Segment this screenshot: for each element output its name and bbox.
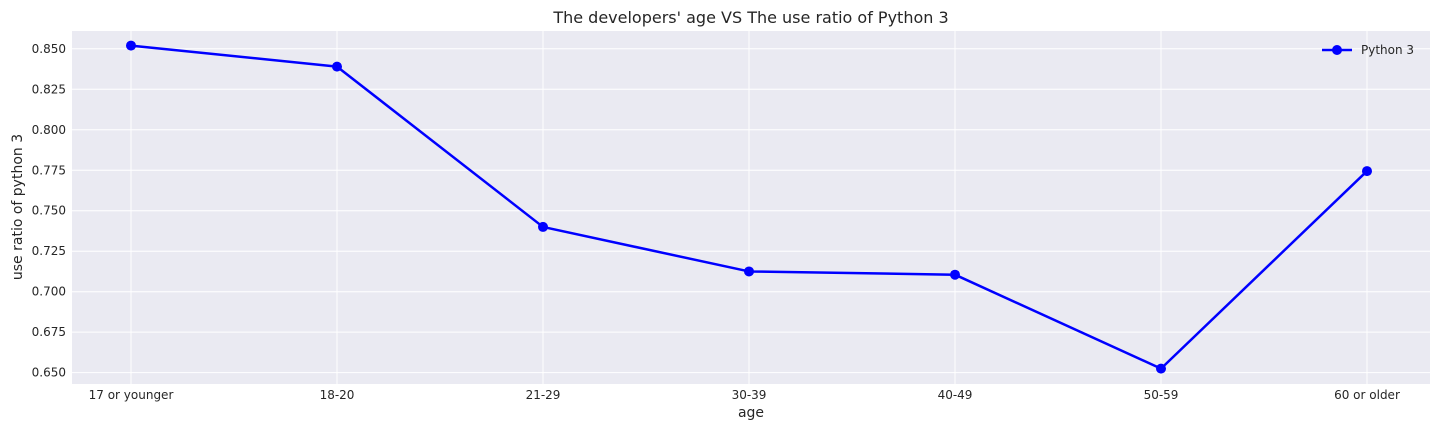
y-tick-label: 0.725 bbox=[32, 244, 66, 258]
y-axis-label: use ratio of python 3 bbox=[10, 134, 26, 280]
grid bbox=[72, 31, 1430, 384]
legend-label: Python 3 bbox=[1361, 43, 1414, 57]
data-point bbox=[332, 61, 342, 72]
x-axis-label: age bbox=[738, 405, 764, 421]
x-tick-label: 21-29 bbox=[526, 388, 561, 402]
y-tick-label: 0.800 bbox=[32, 123, 66, 137]
x-tick-label: 18-20 bbox=[320, 388, 355, 402]
y-tick-label: 0.675 bbox=[32, 325, 66, 339]
x-tick-label: 60 or older bbox=[1334, 388, 1400, 402]
legend-marker bbox=[1332, 45, 1342, 55]
y-tick-label: 0.750 bbox=[32, 204, 66, 218]
chart-title: The developers' age VS The use ratio of … bbox=[552, 8, 948, 27]
y-tick-label: 0.700 bbox=[32, 285, 66, 299]
x-ticks: 17 or younger 18-20 21-29 30-39 40-49 50-59 60… bbox=[89, 388, 1400, 402]
data-point bbox=[538, 221, 548, 232]
data-point bbox=[950, 269, 960, 280]
data-point bbox=[1156, 363, 1166, 374]
y-ticks: 0.650 0.675 0.700 0.725 0.750 0.775 0.800 0.825… bbox=[32, 42, 66, 380]
plot-background bbox=[72, 31, 1430, 384]
data-point bbox=[1362, 166, 1372, 177]
data-point bbox=[744, 266, 754, 277]
legend: Python 3 bbox=[1322, 43, 1414, 57]
y-tick-label: 0.825 bbox=[32, 82, 66, 96]
x-tick-label: 40-49 bbox=[938, 388, 973, 402]
data-point bbox=[126, 40, 136, 51]
y-tick-label: 0.850 bbox=[32, 42, 66, 56]
y-tick-label: 0.650 bbox=[32, 366, 66, 380]
x-tick-label: 17 or younger bbox=[89, 388, 174, 402]
x-tick-label: 30-39 bbox=[732, 388, 767, 402]
x-tick-label: 50-59 bbox=[1144, 388, 1179, 402]
y-tick-label: 0.775 bbox=[32, 163, 66, 177]
series-group bbox=[126, 40, 1372, 374]
